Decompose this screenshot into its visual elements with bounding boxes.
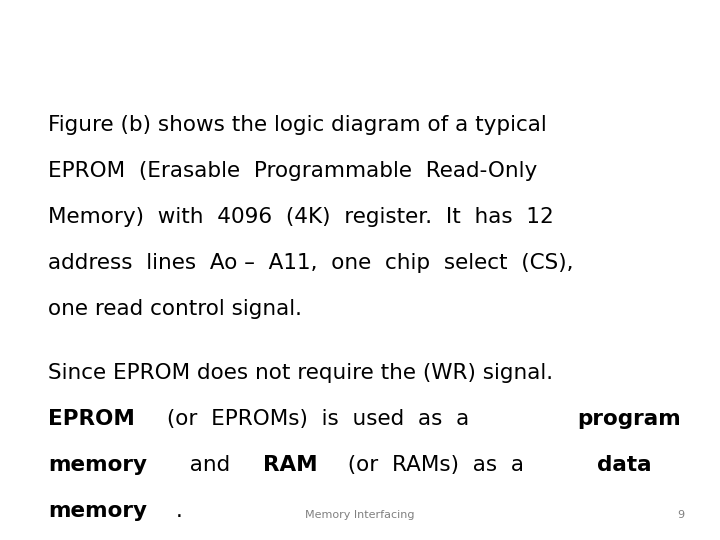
Text: .: . (176, 501, 183, 521)
Text: RAM: RAM (264, 455, 318, 475)
Text: Memory)  with  4096  (4K)  register.  It  has  12: Memory) with 4096 (4K) register. It has … (48, 207, 554, 227)
Text: 9: 9 (677, 510, 684, 520)
Text: memory: memory (48, 501, 147, 521)
Text: memory: memory (48, 455, 147, 475)
Text: (or  RAMs)  as  a: (or RAMs) as a (334, 455, 538, 475)
Text: and: and (176, 455, 244, 475)
Text: Figure (b) shows the logic diagram of a typical: Figure (b) shows the logic diagram of a … (48, 115, 546, 135)
Text: EPROM: EPROM (48, 409, 135, 429)
Text: program: program (577, 409, 680, 429)
Text: one read control signal.: one read control signal. (48, 299, 302, 319)
Text: Since EPROM does not require the (WR) signal.: Since EPROM does not require the (WR) si… (48, 363, 553, 383)
Text: EPROM  (Erasable  Programmable  Read-Only: EPROM (Erasable Programmable Read-Only (48, 161, 537, 181)
Text: (or  EPROMs)  is  used  as  a: (or EPROMs) is used as a (160, 409, 483, 429)
Text: address  lines  Ao –  A11,  one  chip  select  (CS),: address lines Ao – A11, one chip select … (48, 253, 574, 273)
Text: Memory Interfacing: Memory Interfacing (305, 510, 415, 520)
Text: data: data (597, 455, 652, 475)
